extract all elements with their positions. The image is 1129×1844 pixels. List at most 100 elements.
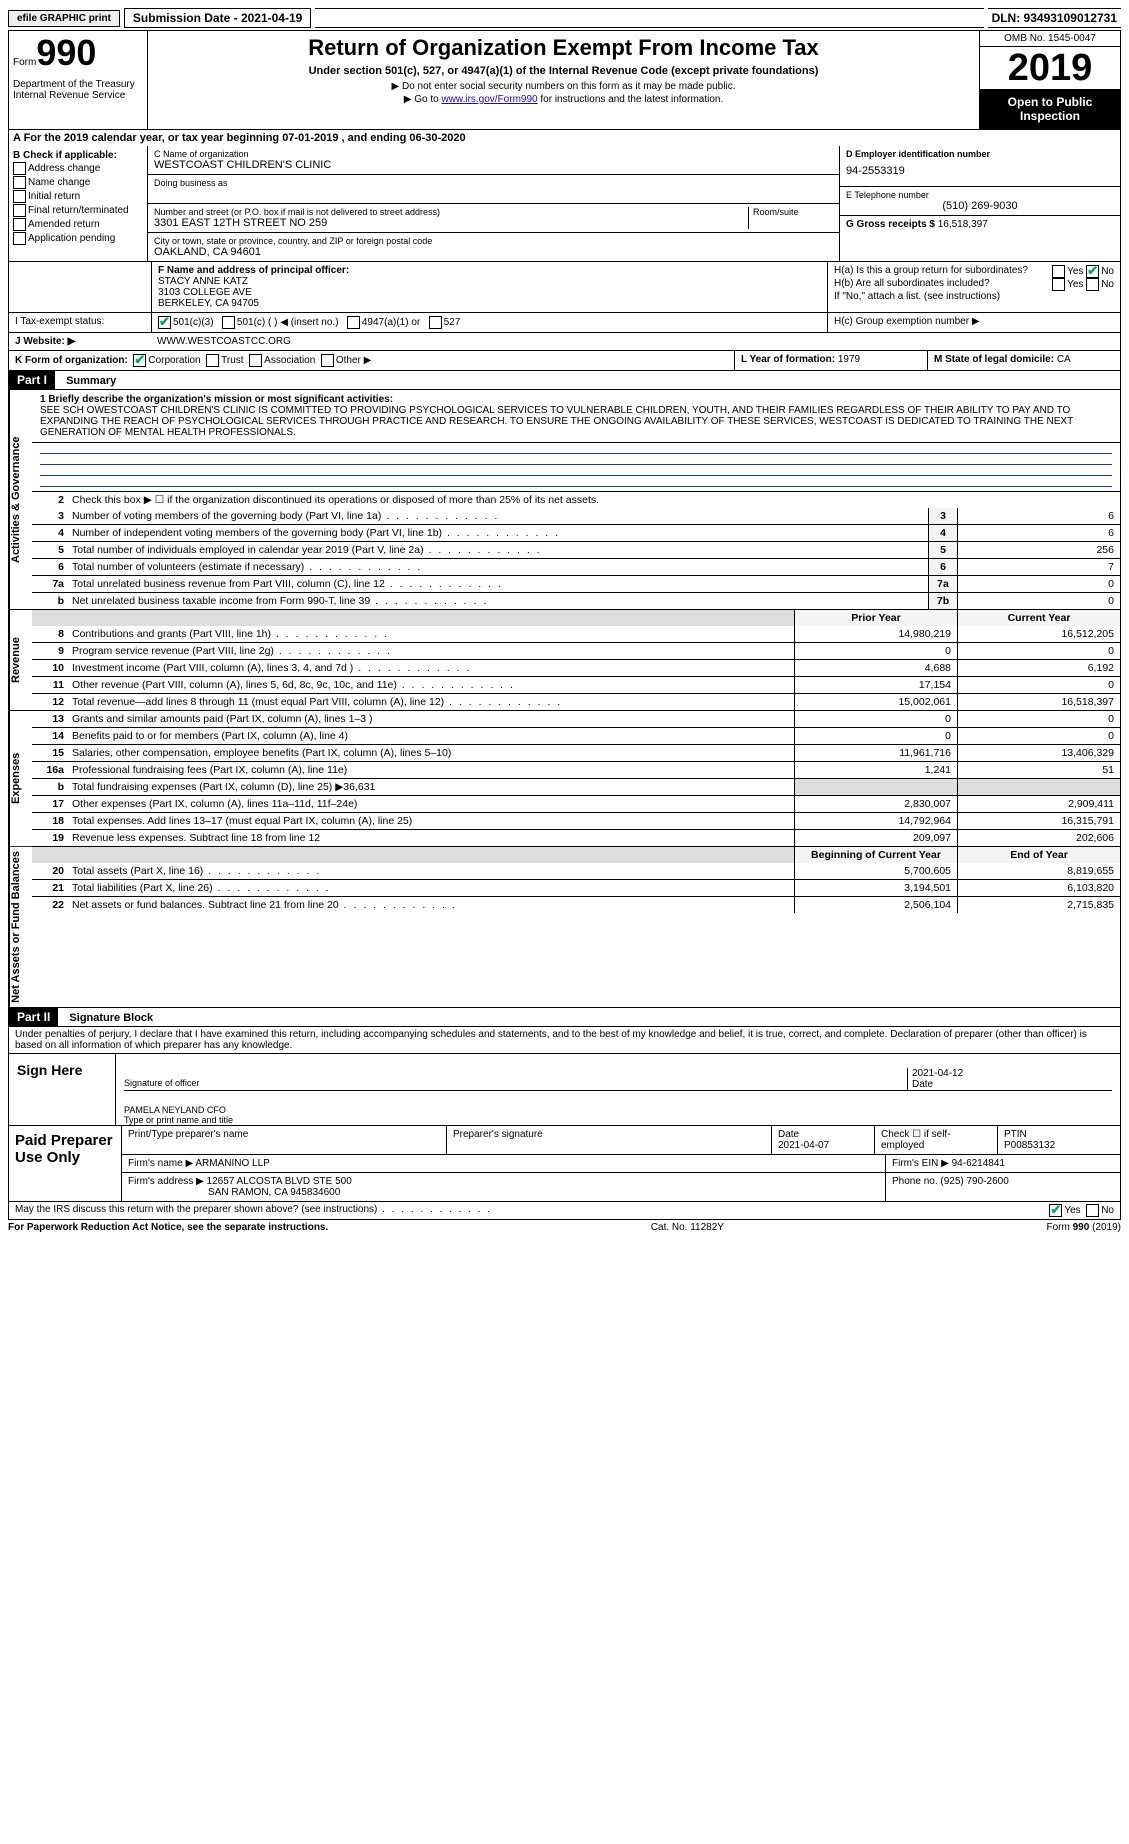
org-name-cell: C Name of organization WESTCOAST CHILDRE… xyxy=(148,146,839,175)
city: OAKLAND, CA 94601 xyxy=(154,246,833,258)
form-header: Form990 Department of the Treasury Inter… xyxy=(8,30,1121,130)
header-left: Form990 Department of the Treasury Inter… xyxy=(9,31,148,129)
chk-address[interactable]: Address change xyxy=(13,162,143,175)
part-ii-subtitle: Signature Block xyxy=(61,1012,153,1024)
chk-amended[interactable]: Amended return xyxy=(13,218,143,231)
info-grid-top: B Check if applicable: Address change Na… xyxy=(8,146,1121,262)
header-mid: Return of Organization Exempt From Incom… xyxy=(148,31,979,129)
telephone: (510) 269-9030 xyxy=(846,200,1114,212)
blank-line-4 xyxy=(40,476,1112,487)
part-ii-hdr: Part II Signature Block xyxy=(8,1008,1121,1027)
part-ii-title: Part II xyxy=(9,1008,58,1026)
chk-4947[interactable] xyxy=(347,316,360,329)
addr-label: Number and street (or P.O. box if mail i… xyxy=(154,207,748,217)
block-revenue: Revenue Prior Year Current Year 8Contrib… xyxy=(8,610,1121,711)
header-right: OMB No. 1545-0047 2019 Open to Public In… xyxy=(979,31,1120,129)
block-expenses: Expenses 13Grants and similar amounts pa… xyxy=(8,711,1121,847)
goto-prefix: Go to xyxy=(414,94,441,105)
org-name-label: C Name of organization xyxy=(154,149,833,159)
city-label: City or town, state or province, country… xyxy=(154,236,833,246)
website-label: J Website: ▶ xyxy=(15,336,75,347)
dba-cell: Doing business as xyxy=(148,175,839,204)
city-cell: City or town, state or province, country… xyxy=(148,233,839,261)
form-version: Form 990 (2019) xyxy=(1047,1222,1121,1233)
gov-line-3: 3Number of voting members of the governi… xyxy=(32,508,1120,524)
topbar: efile GRAPHIC print Submission Date - 20… xyxy=(8,8,1121,28)
dln: DLN: 93493109012731 xyxy=(988,8,1121,28)
blank-line-2 xyxy=(40,454,1112,465)
goto-suffix: for instructions and the latest informat… xyxy=(538,94,724,105)
gross-label: G Gross receipts $ xyxy=(846,219,938,230)
tax-year: 2019 xyxy=(980,47,1120,89)
current-year-hdr: Current Year xyxy=(957,610,1120,626)
topbar-spacer xyxy=(315,8,983,28)
chk-initial[interactable]: Initial return xyxy=(13,190,143,203)
rev-line-12: 12Total revenue—add lines 8 through 11 (… xyxy=(32,693,1120,710)
block-governance: Activities & Governance 1 Briefly descri… xyxy=(8,390,1121,610)
h-ifno: If "No," attach a list. (see instruction… xyxy=(834,291,1114,302)
paid-row-3: Firm's address ▶ 12657 ALCOSTA BLVD STE … xyxy=(122,1173,1120,1201)
k-label: K Form of organization: xyxy=(15,355,128,366)
street-addr: 3301 EAST 12TH STREET NO 259 xyxy=(154,217,748,229)
paid-row-2: Firm's name ▶ ARMANINO LLP Firm's EIN ▶ … xyxy=(122,1155,1120,1173)
gross-receipts: 16,518,397 xyxy=(938,219,988,230)
officer-label: F Name and address of principal officer: xyxy=(158,265,349,276)
chk-app-pending[interactable]: Application pending xyxy=(13,232,143,245)
omb-number: OMB No. 1545-0047 xyxy=(980,31,1120,47)
chk-501c[interactable] xyxy=(222,316,235,329)
box-l: L Year of formation: 1979 xyxy=(734,351,927,370)
cat-no: Cat. No. 11282Y xyxy=(651,1222,724,1233)
row-j: J Website: ▶ WWW.WESTCOASTCC.ORG xyxy=(8,333,1121,351)
h-b: H(b) Are all subordinates included? xyxy=(834,278,990,291)
part-i-hdr: Part I Summary xyxy=(8,371,1121,390)
chk-final[interactable]: Final return/terminated xyxy=(13,204,143,217)
net-col-hdr: Beginning of Current Year End of Year xyxy=(32,847,1120,863)
vtab-net: Net Assets or Fund Balances xyxy=(9,847,32,1007)
room-label: Room/suite xyxy=(753,207,833,217)
discuss-row: May the IRS discuss this return with the… xyxy=(8,1202,1121,1220)
exp-line-16a: 16aProfessional fundraising fees (Part I… xyxy=(32,761,1120,778)
chk-501c3[interactable] xyxy=(158,316,171,329)
discuss-answer[interactable]: Yes No xyxy=(1049,1204,1114,1217)
exp-line-19: 19Revenue less expenses. Subtract line 1… xyxy=(32,829,1120,846)
form-word: Form xyxy=(13,57,36,68)
mission-text: SEE SCH OWESTCOAST CHILDREN'S CLINIC IS … xyxy=(40,405,1073,438)
box-c: C Name of organization WESTCOAST CHILDRE… xyxy=(148,146,839,261)
form-subtitle: Under section 501(c), 527, or 4947(a)(1)… xyxy=(156,65,971,77)
prep-name-label: Print/Type preparer's name xyxy=(122,1126,447,1154)
prep-self-emp[interactable]: Check ☐ if self-employed xyxy=(875,1126,998,1154)
rev-col-hdr: Prior Year Current Year xyxy=(32,610,1120,626)
tel-label: E Telephone number xyxy=(846,190,1114,200)
dba-label: Doing business as xyxy=(154,178,833,188)
addr-cell: Number and street (or P.O. box if mail i… xyxy=(148,204,839,233)
submission-date: Submission Date - 2021-04-19 xyxy=(124,8,311,28)
chk-527[interactable] xyxy=(429,316,442,329)
sig-date: 2021-04-12Date xyxy=(907,1068,1112,1090)
website: WWW.WESTCOASTCC.ORG xyxy=(151,333,1120,350)
footer: For Paperwork Reduction Act Notice, see … xyxy=(8,1222,1121,1233)
period-row: A For the 2019 calendar year, or tax yea… xyxy=(8,130,1121,146)
box-f: F Name and address of principal officer:… xyxy=(152,262,827,312)
rev-line-11: 11Other revenue (Part VIII, column (A), … xyxy=(32,676,1120,693)
net-line-20: 20Total assets (Part X, line 16)5,700,60… xyxy=(32,863,1120,879)
gov-line-6: 6Total number of volunteers (estimate if… xyxy=(32,558,1120,575)
open-public: Open to Public Inspection xyxy=(980,89,1120,129)
paid-preparer-label: Paid Preparer Use Only xyxy=(9,1126,122,1201)
dept-treasury: Department of the Treasury Internal Reve… xyxy=(13,79,143,101)
chk-other[interactable] xyxy=(321,354,334,367)
exp-line-17: 17Other expenses (Part IX, column (A), l… xyxy=(32,795,1120,812)
exp-line-14: 14Benefits paid to or for members (Part … xyxy=(32,727,1120,744)
paid-row-1: Print/Type preparer's name Preparer's si… xyxy=(122,1126,1120,1155)
chk-name[interactable]: Name change xyxy=(13,176,143,189)
mission-block: 1 Briefly describe the organization's mi… xyxy=(32,390,1120,443)
efile-button[interactable]: efile GRAPHIC print xyxy=(8,10,120,27)
end-year-hdr: End of Year xyxy=(957,847,1120,863)
chk-assoc[interactable] xyxy=(249,354,262,367)
sig-officer-line[interactable]: Signature of officer xyxy=(124,1068,907,1090)
irs-link[interactable]: www.irs.gov/Form990 xyxy=(441,94,537,105)
prep-sig-label: Preparer's signature xyxy=(447,1126,772,1154)
chk-trust[interactable] xyxy=(206,354,219,367)
ein-cell: D Employer identification number 94-2553… xyxy=(840,146,1120,187)
chk-corp[interactable] xyxy=(133,354,146,367)
box-b-title: B Check if applicable: xyxy=(13,150,117,161)
